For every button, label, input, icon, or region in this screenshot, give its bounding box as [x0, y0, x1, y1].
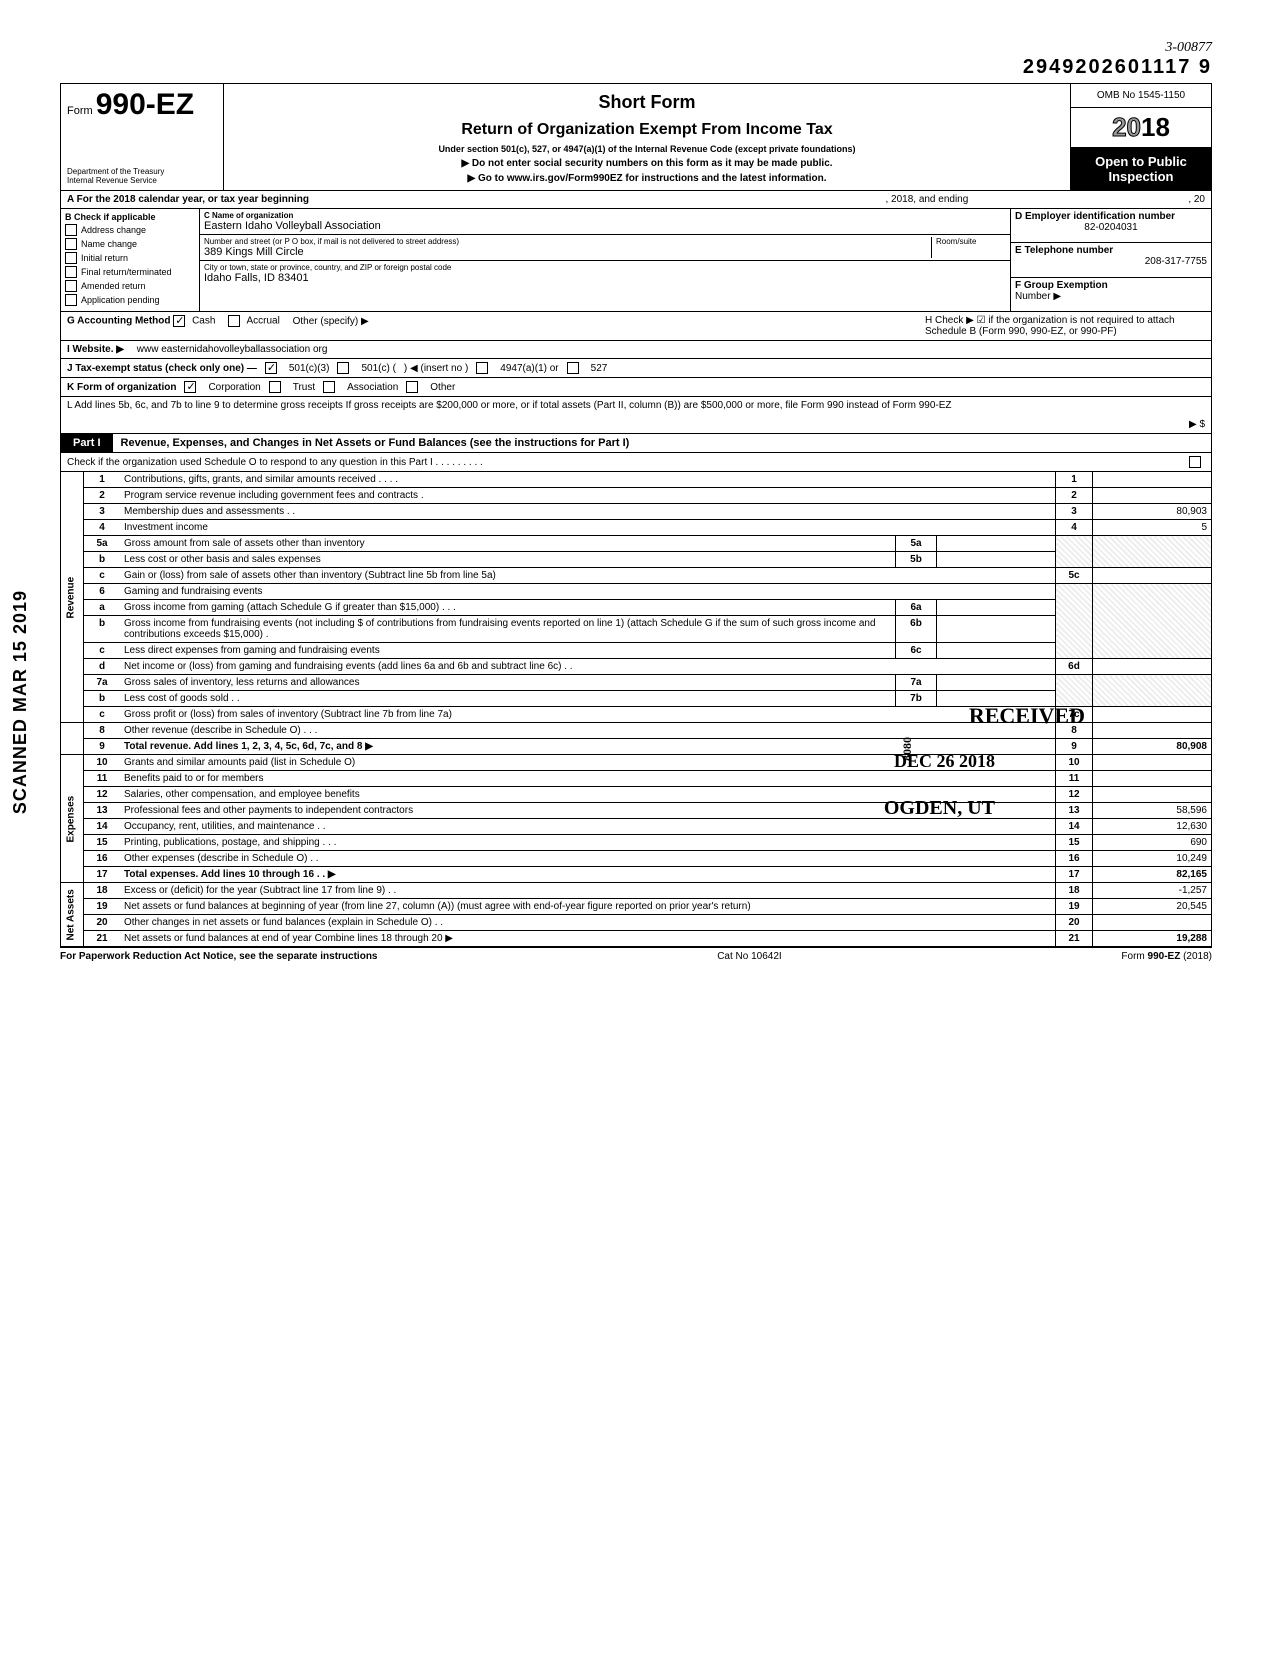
header-right: OMB No 1545-1150 2018 Open to Public Ins… — [1070, 84, 1211, 190]
ein: 82-0204031 — [1015, 222, 1207, 233]
website: www easternidahovolleyballassociation or… — [137, 344, 328, 355]
expenses-table: Expenses 10 Grants and similar amounts p… — [60, 755, 1212, 883]
line-a: A For the 2018 calendar year, or tax yea… — [60, 191, 1212, 209]
checkbox-501c[interactable] — [337, 362, 349, 374]
netassets-table: Net Assets 18 Excess or (deficit) for th… — [60, 883, 1212, 947]
tax-year: 2018 — [1071, 108, 1211, 148]
form-page: SCANNED MAR 15 2019 3-00877 294920260111… — [60, 40, 1212, 965]
part1-check: Check if the organization used Schedule … — [60, 453, 1212, 472]
amount-5c — [1093, 568, 1212, 584]
amount-15: 690 — [1093, 835, 1212, 851]
footer-right: Form 990-EZ (2018) — [1121, 951, 1212, 962]
footer: For Paperwork Reduction Act Notice, see … — [60, 947, 1212, 965]
telephone: 208-317-7755 — [1015, 256, 1207, 267]
org-city: Idaho Falls, ID 83401 — [204, 272, 1006, 284]
title-return: Return of Organization Exempt From Incom… — [234, 121, 1060, 139]
org-address: 389 Kings Mill Circle — [204, 246, 931, 258]
amount-4: 5 — [1093, 520, 1212, 536]
info-grid: B Check if applicable Address change Nam… — [60, 209, 1212, 312]
checkbox-accrual[interactable] — [228, 315, 240, 327]
row-k: K Form of organization Corporation Trust… — [60, 378, 1212, 397]
netassets-label: Net Assets — [61, 883, 84, 947]
amount-11 — [1093, 771, 1212, 787]
checkbox-schedule-o[interactable] — [1189, 456, 1201, 468]
row-j: J Tax-exempt status (check only one) — 5… — [60, 359, 1212, 378]
subtitle: Under section 501(c), 527, or 4947(a)(1)… — [234, 144, 1060, 154]
date-stamp: DEC 26 2018 — [894, 751, 995, 772]
amount-12 — [1093, 787, 1212, 803]
org-name: Eastern Idaho Volleyball Association — [204, 220, 1006, 232]
checkbox-initial-return[interactable] — [65, 252, 77, 264]
header-left: Form 990-EZ Department of the Treasury I… — [61, 84, 224, 190]
amount-8 — [1093, 723, 1212, 739]
checkbox-corporation[interactable] — [184, 381, 196, 393]
checkbox-4947[interactable] — [476, 362, 488, 374]
header-center: Short Form Return of Organization Exempt… — [224, 84, 1070, 190]
footer-left: For Paperwork Reduction Act Notice, see … — [60, 951, 378, 962]
checkbox-name-change[interactable] — [65, 238, 77, 250]
handwritten-mark: 3-00877 — [1023, 40, 1212, 56]
section-b: B Check if applicable Address change Nam… — [61, 209, 200, 311]
row-h: H Check ▶ ☑ if the organization is not r… — [919, 312, 1211, 340]
checkbox-amended[interactable] — [65, 280, 77, 292]
revenue-label: Revenue — [61, 472, 84, 723]
amount-7c — [1093, 707, 1212, 723]
amount-6d — [1093, 659, 1212, 675]
note-website: ▶ Go to www.irs.gov/Form990EZ for instru… — [234, 173, 1060, 184]
amount-3: 80,903 — [1093, 504, 1212, 520]
amount-14: 12,630 — [1093, 819, 1212, 835]
checkbox-application-pending[interactable] — [65, 294, 77, 306]
dept-line2: Internal Revenue Service — [67, 177, 217, 186]
footer-center: Cat No 10642I — [717, 951, 782, 962]
section-b-title: B Check if applicable — [65, 212, 195, 222]
title-short-form: Short Form — [234, 92, 1060, 113]
top-annotations: 3-00877 2949202601117 9 — [60, 40, 1212, 79]
section-c: C Name of organization Eastern Idaho Vol… — [200, 209, 1011, 311]
checkbox-other[interactable] — [406, 381, 418, 393]
part1-table: Revenue 1 Contributions, gifts, grants, … — [60, 472, 1212, 755]
checkbox-association[interactable] — [323, 381, 335, 393]
row-l: L Add lines 5b, 6c, and 7b to line 9 to … — [60, 397, 1212, 434]
amount-10 — [1093, 755, 1212, 771]
checkbox-address-change[interactable] — [65, 224, 77, 236]
amount-1 — [1093, 472, 1212, 488]
amount-2 — [1093, 488, 1212, 504]
amount-13: 58,596 — [1093, 803, 1212, 819]
checkbox-527[interactable] — [567, 362, 579, 374]
form-number: 990-EZ — [96, 88, 194, 121]
checkbox-final-return[interactable] — [65, 266, 77, 278]
document-id: 2949202601117 9 — [1023, 56, 1212, 79]
amount-19: 20,545 — [1093, 899, 1212, 915]
note-ssn: ▶ Do not enter social security numbers o… — [234, 158, 1060, 169]
form-header: Form 990-EZ Department of the Treasury I… — [60, 83, 1212, 191]
amount-18: -1,257 — [1093, 883, 1212, 899]
amount-17: 82,165 — [1093, 867, 1212, 883]
expenses-label: Expenses — [61, 755, 84, 883]
sections-def: D Employer identification number 82-0204… — [1011, 209, 1211, 311]
checkbox-cash[interactable] — [173, 315, 185, 327]
row-i: I Website. ▶ www easternidahovolleyballa… — [60, 341, 1212, 359]
form-prefix: Form — [67, 105, 93, 117]
amount-20 — [1093, 915, 1212, 931]
open-to-public: Open to Public Inspection — [1071, 148, 1211, 190]
scanned-stamp: SCANNED MAR 15 2019 — [10, 590, 31, 814]
omb-number: OMB No 1545-1150 — [1071, 84, 1211, 108]
row-g-h: G Accounting Method Cash Accrual Other (… — [60, 312, 1212, 341]
amount-16: 10,249 — [1093, 851, 1212, 867]
amount-9: 80,908 — [1093, 739, 1212, 755]
checkbox-trust[interactable] — [269, 381, 281, 393]
checkbox-501c3[interactable] — [265, 362, 277, 374]
part1-header: Part I Revenue, Expenses, and Changes in… — [60, 434, 1212, 453]
amount-21: 19,288 — [1093, 931, 1212, 947]
